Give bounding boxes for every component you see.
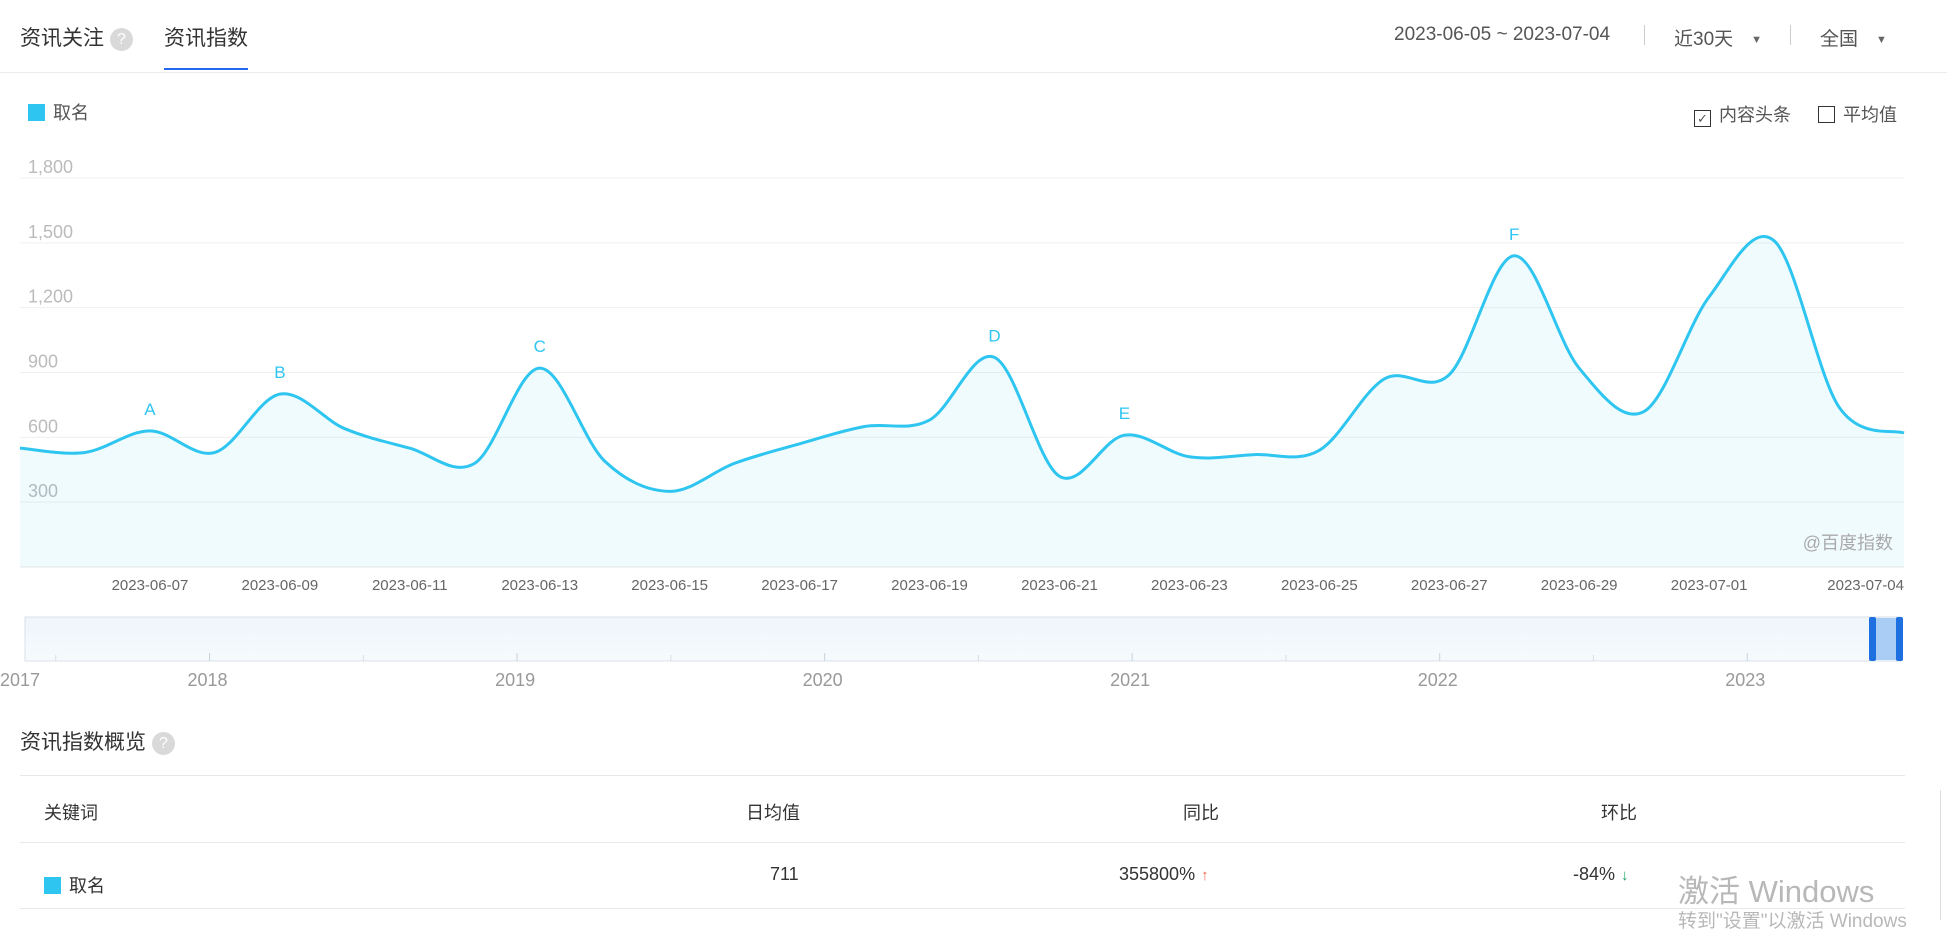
navigator-selection[interactable] <box>1872 618 1900 660</box>
peak-annotation-d[interactable]: D <box>988 326 1000 345</box>
peak-annotation-c[interactable]: C <box>534 337 546 356</box>
overview-title-text: 资讯指数概览 <box>20 731 146 754</box>
navigator-year-label: 2019 <box>495 670 535 690</box>
x-tick-label: 2023-06-17 <box>761 577 838 594</box>
peak-annotation-b[interactable]: B <box>274 363 285 382</box>
x-tick-label: 2023-07-01 <box>1671 577 1748 594</box>
navigator-year-label: 2018 <box>188 670 228 690</box>
x-tick-label: 2023-06-25 <box>1281 577 1358 594</box>
x-tick-label: 2023-06-21 <box>1021 577 1098 594</box>
scrollbar-track[interactable] <box>1940 790 1941 920</box>
legend-swatch <box>28 104 45 121</box>
x-tick-label: 2023-06-11 <box>372 577 448 594</box>
navigator-year-label: 2017 <box>0 670 40 690</box>
series-line <box>19 235 1905 493</box>
windows-activation-watermark: 激活 Windows <box>1678 874 1875 909</box>
overview-title: 资讯指数概览? <box>20 726 175 756</box>
x-tick-label: 2023-07-04 <box>1827 577 1904 594</box>
active-tab-indicator <box>164 68 248 70</box>
arrow-up-icon: ↑ <box>1201 867 1209 884</box>
y-tick-label: 1,800 <box>28 157 73 177</box>
y-tick-label: 1,500 <box>28 222 73 242</box>
row-daily-avg: 711 <box>770 864 799 884</box>
arrow-down-icon: ↓ <box>1621 867 1629 884</box>
region-select[interactable]: 全国 ▼ <box>1820 24 1887 51</box>
navigator-handle-left[interactable] <box>1869 617 1876 661</box>
chart-legend[interactable]: 取名 <box>28 99 89 125</box>
caret-down-icon: ▼ <box>1751 33 1763 46</box>
top-bar: 资讯关注? 资讯指数 2023-06-05 ~ 2023-07-04 近30天 ▼… <box>0 0 1947 73</box>
period-select-value: 近30天 <box>1674 29 1734 50</box>
row-keyword: 取名 <box>44 872 105 898</box>
peak-annotation-e[interactable]: E <box>1119 404 1130 423</box>
x-tick-label: 2023-06-19 <box>891 577 968 594</box>
y-tick-label: 600 <box>28 416 58 436</box>
navigator-year-label: 2021 <box>1110 670 1150 690</box>
row-yoy-value: 355800% <box>1119 864 1196 884</box>
average-checkbox[interactable]: 平均值 <box>1818 101 1897 127</box>
col-keyword: 关键词 <box>44 803 98 823</box>
x-tick-label: 2023-06-07 <box>112 577 189 594</box>
table-divider <box>20 908 1905 909</box>
x-tick-label: 2023-06-09 <box>241 577 318 594</box>
peak-annotation-a[interactable]: A <box>144 400 156 419</box>
tab-news-focus-label: 资讯关注 <box>20 27 104 50</box>
x-tick-label: 2023-06-13 <box>501 577 578 594</box>
peak-annotation-f[interactable]: F <box>1509 225 1519 244</box>
content-headline-label: 内容头条 <box>1719 105 1791 125</box>
region-select-value: 全国 <box>1820 29 1859 50</box>
navigator-handle-right[interactable] <box>1896 617 1903 661</box>
divider <box>1644 25 1645 45</box>
tab-news-focus[interactable]: 资讯关注? <box>20 22 133 52</box>
chart-watermark: @百度指数 <box>1803 533 1893 553</box>
navigator-year-label: 2022 <box>1418 670 1458 690</box>
legend-label: 取名 <box>53 103 89 123</box>
help-icon[interactable]: ? <box>152 731 175 755</box>
table-divider <box>20 775 1905 776</box>
x-tick-label: 2023-06-29 <box>1541 577 1618 594</box>
series-area <box>20 236 1904 567</box>
y-tick-label: 900 <box>28 352 58 372</box>
navigator-year-label: 2020 <box>803 670 843 690</box>
x-tick-label: 2023-06-23 <box>1151 577 1228 594</box>
time-navigator[interactable] <box>24 616 1902 662</box>
checkbox-empty-icon <box>1818 106 1835 123</box>
navigator-year-label: 2023 <box>1725 670 1765 690</box>
row-mom-value: -84% <box>1573 864 1616 884</box>
period-select[interactable]: 近30天 ▼ <box>1674 24 1762 51</box>
row-keyword-text: 取名 <box>69 876 105 896</box>
col-mom: 环比 <box>1601 803 1637 823</box>
trend-chart[interactable]: 1,800 1,500 1,200 900 600 300 A B C D E F 2023-06-… <box>0 0 1947 700</box>
x-tick-label: 2023-06-27 <box>1411 577 1488 594</box>
row-yoy: 355800% ↑ <box>1119 864 1209 885</box>
y-tick-label: 1,200 <box>28 287 73 307</box>
average-label: 平均值 <box>1843 105 1897 125</box>
help-icon[interactable]: ? <box>110 27 133 51</box>
col-daily-avg: 日均值 <box>746 803 800 823</box>
caret-down-icon: ▼ <box>1876 33 1887 46</box>
y-tick-label: 300 <box>28 481 58 501</box>
divider <box>1790 25 1791 45</box>
date-range-picker[interactable]: 2023-06-05 ~ 2023-07-04 <box>1394 24 1611 45</box>
tab-news-index[interactable]: 资讯指数 <box>164 27 248 50</box>
x-tick-label: 2023-06-15 <box>631 577 708 594</box>
keyword-swatch <box>44 877 61 894</box>
table-divider <box>20 842 1905 843</box>
content-headline-checkbox[interactable]: ✓ 内容头条 <box>1694 101 1791 127</box>
row-mom: -84% ↓ <box>1573 864 1629 885</box>
checkbox-checked-icon: ✓ <box>1694 110 1711 127</box>
col-yoy: 同比 <box>1183 803 1219 823</box>
